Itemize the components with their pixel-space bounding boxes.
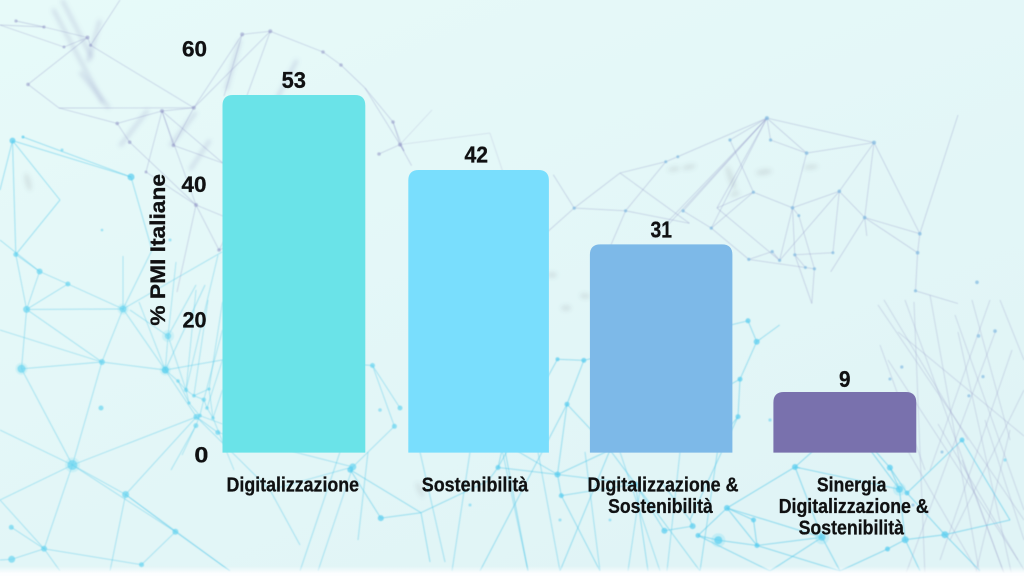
svg-text:9: 9: [839, 366, 851, 392]
svg-text:31: 31: [651, 216, 673, 242]
svg-text:Digitalizzazione &: Digitalizzazione &: [588, 474, 739, 497]
svg-text:Digitalizzazione &: Digitalizzazione &: [779, 495, 929, 518]
svg-text:53: 53: [282, 67, 306, 93]
svg-text:Sostenibilità: Sostenibilità: [422, 474, 529, 497]
svg-text:Digitalizzazione: Digitalizzazione: [227, 474, 360, 497]
svg-text:% PMI Italiane: % PMI Italiane: [146, 174, 170, 326]
svg-text:Sostenibilità: Sostenibilità: [799, 517, 905, 540]
svg-text:20: 20: [183, 308, 207, 333]
svg-text:0: 0: [194, 443, 208, 468]
svg-text:60: 60: [182, 37, 207, 62]
svg-text:Sinergia: Sinergia: [817, 474, 887, 497]
svg-text:Sostenibilità: Sostenibilità: [608, 495, 713, 518]
svg-text:40: 40: [182, 172, 207, 197]
svg-text:42: 42: [465, 141, 489, 167]
